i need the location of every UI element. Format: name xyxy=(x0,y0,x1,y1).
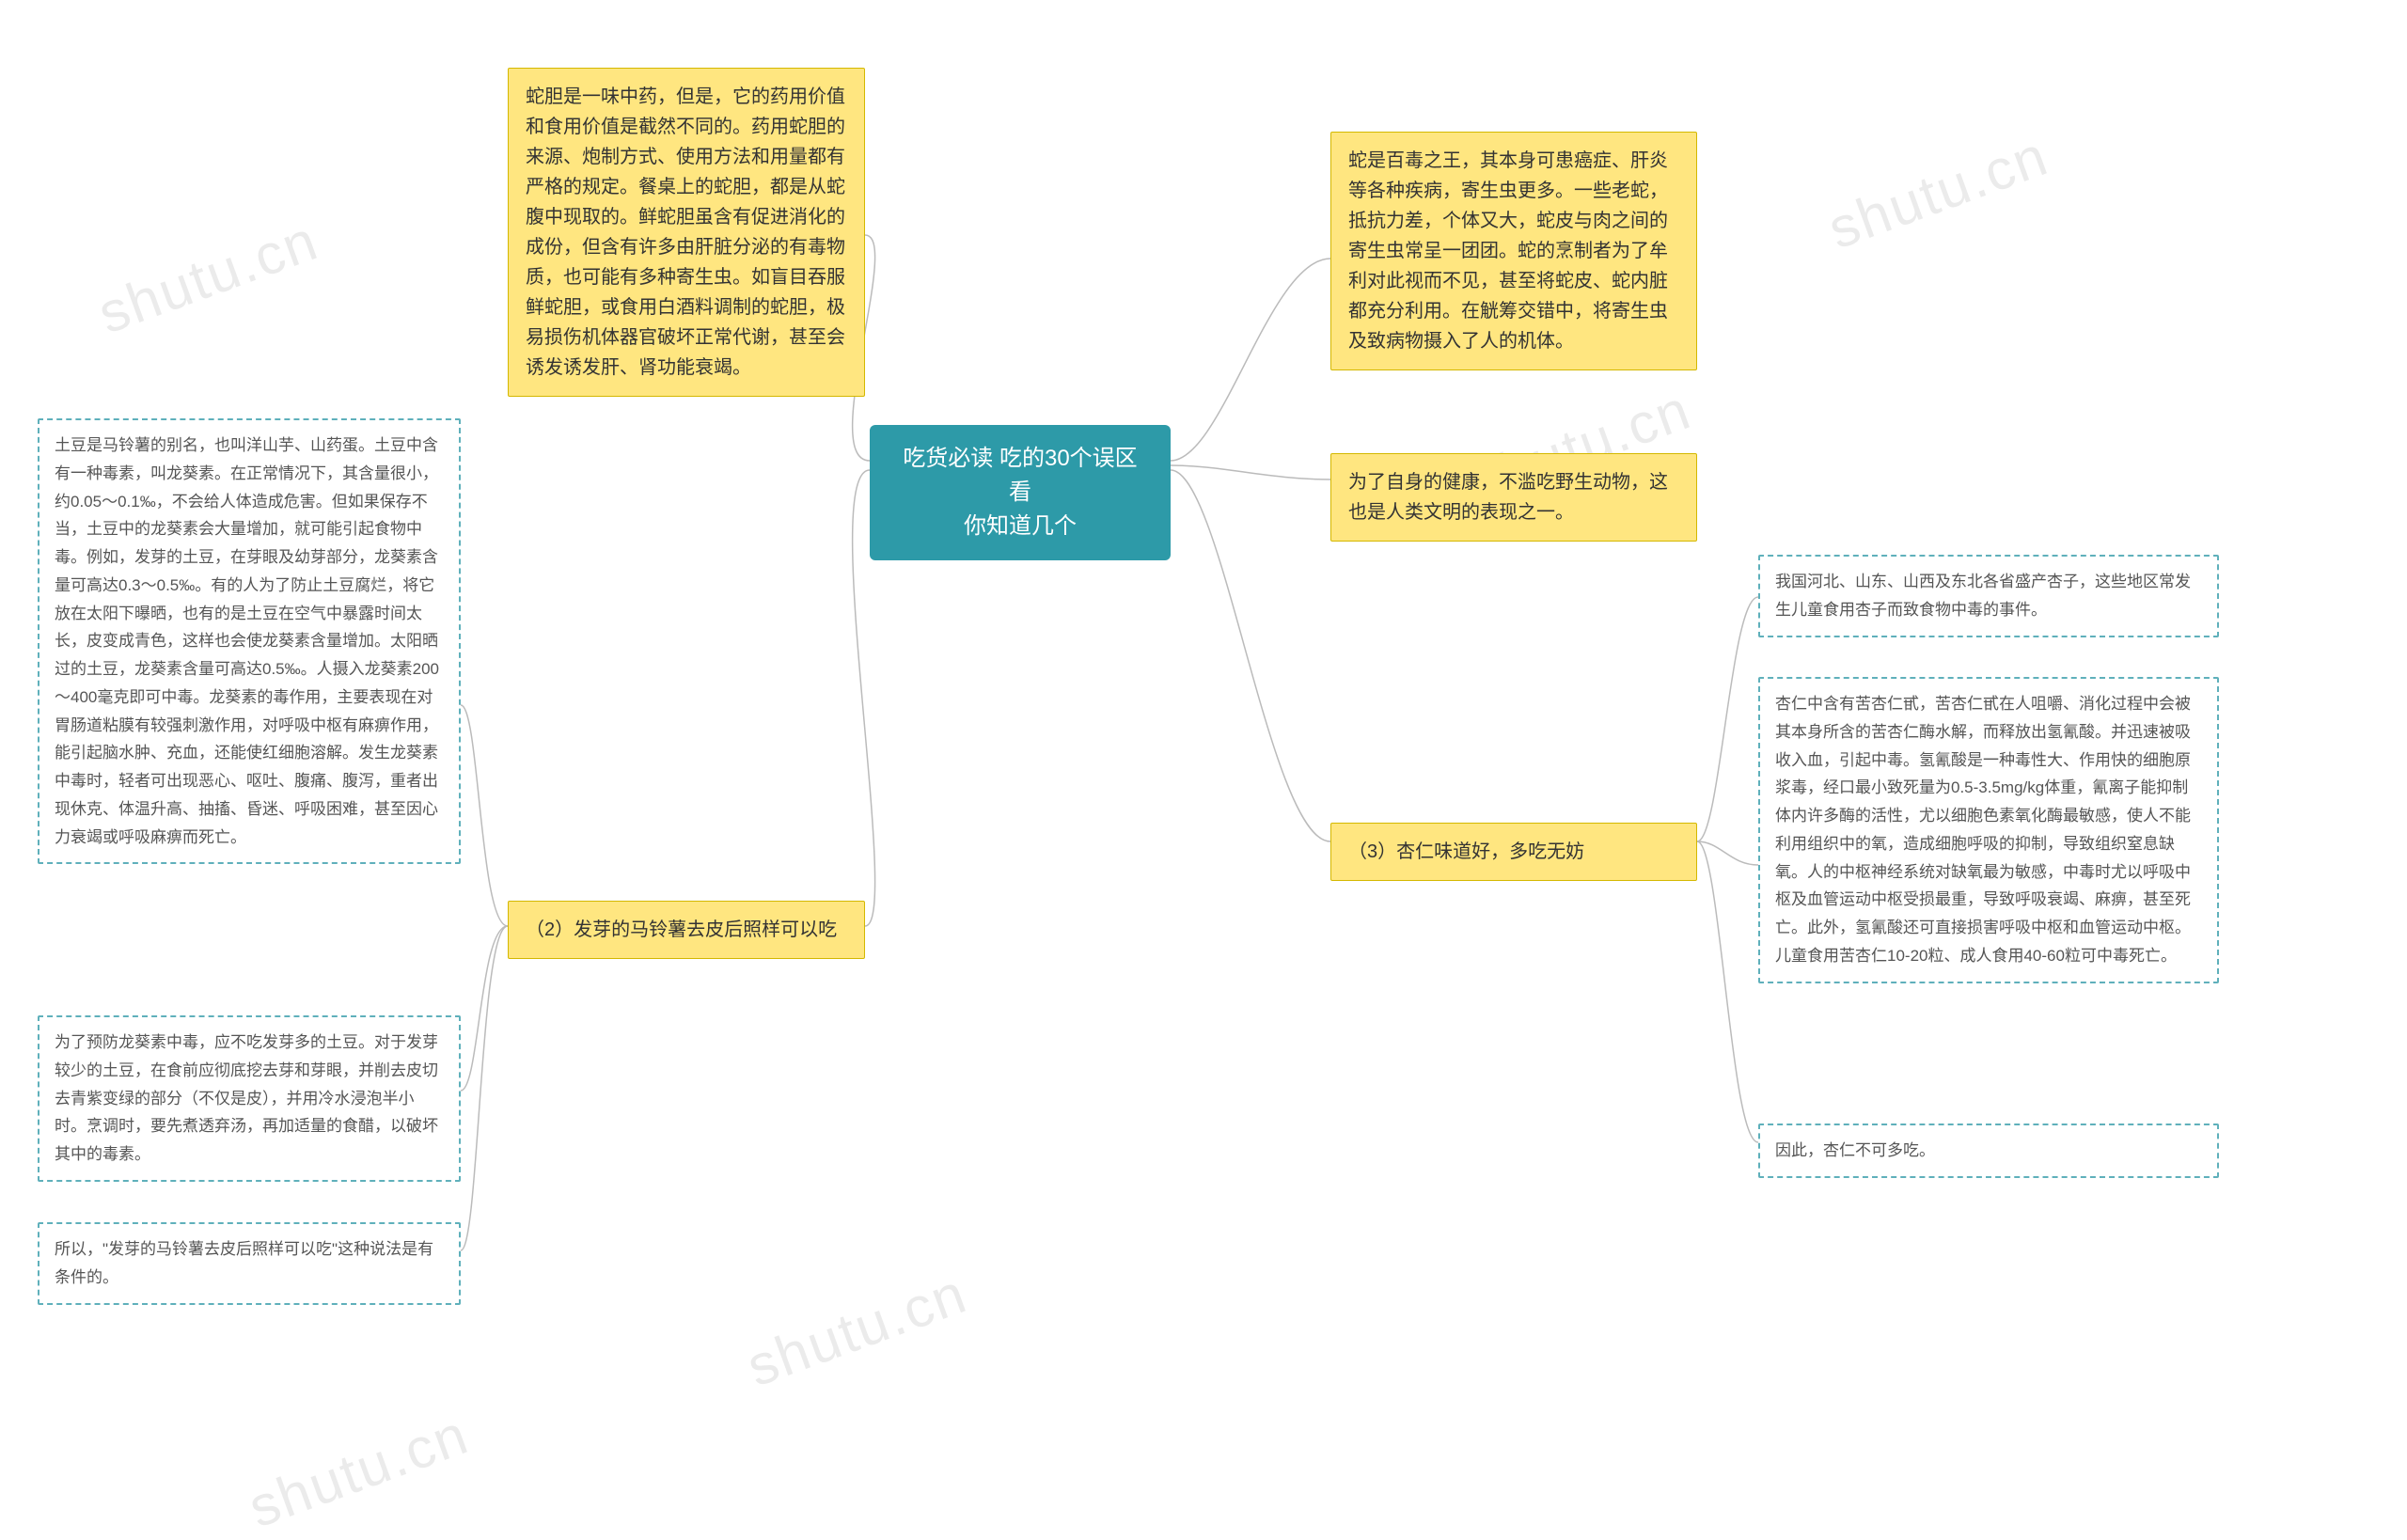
detail-text: 土豆是马铃薯的别名，也叫洋山芋、山药蛋。土豆中含有一种毒素，叫龙葵素。在正常情况… xyxy=(55,436,439,846)
root-title-line2: 你知道几个 xyxy=(894,510,1146,543)
detail-almond-1[interactable]: 我国河北、山东、山西及东北各省盛产杏子，这些地区常发生儿童食用杏子而致食物中毒的… xyxy=(1758,555,2219,637)
detail-text: 所以，"发芽的马铃薯去皮后照样可以吃"这种说法是有条件的。 xyxy=(55,1240,433,1286)
topic-text: 蛇是百毒之王，其本身可患癌症、肝炎等各种疾病，寄生虫更多。一些老蛇，抵抗力差，个… xyxy=(1348,150,1668,352)
watermark: shutu.cn xyxy=(739,1261,976,1400)
topic-potato[interactable]: （2）发芽的马铃薯去皮后照样可以吃 xyxy=(508,901,865,959)
topic-almond[interactable]: （3）杏仁味道好，多吃无妨 xyxy=(1330,823,1697,881)
watermark: shutu.cn xyxy=(1820,123,2057,262)
topic-text: 蛇胆是一味中药，但是，它的药用价值和食用价值是截然不同的。药用蛇胆的来源、炮制方… xyxy=(526,86,845,378)
detail-almond-2[interactable]: 杏仁中含有苦杏仁甙，苦杏仁甙在人咀嚼、消化过程中会被其本身所含的苦杏仁酶水解，而… xyxy=(1758,677,2219,983)
detail-text: 为了预防龙葵素中毒，应不吃发芽多的土豆。对于发芽较少的土豆，在食前应彻底挖去芽和… xyxy=(55,1033,438,1163)
topic-snake-bile[interactable]: 蛇胆是一味中药，但是，它的药用价值和食用价值是截然不同的。药用蛇胆的来源、炮制方… xyxy=(508,68,865,397)
detail-text: 因此，杏仁不可多吃。 xyxy=(1775,1141,1935,1159)
topic-text: （2）发芽的马铃薯去皮后照样可以吃 xyxy=(526,919,837,940)
topic-text: （3）杏仁味道好，多吃无妨 xyxy=(1348,841,1584,862)
watermark: shutu.cn xyxy=(241,1402,478,1540)
detail-text: 杏仁中含有苦杏仁甙，苦杏仁甙在人咀嚼、消化过程中会被其本身所含的苦杏仁酶水解，而… xyxy=(1775,695,2191,965)
detail-almond-3[interactable]: 因此，杏仁不可多吃。 xyxy=(1758,1124,2219,1178)
watermark: shutu.cn xyxy=(90,208,327,347)
topic-text: 为了自身的健康，不滥吃野生动物，这也是人类文明的表现之一。 xyxy=(1348,472,1668,523)
detail-potato-3[interactable]: 所以，"发芽的马铃薯去皮后照样可以吃"这种说法是有条件的。 xyxy=(38,1222,461,1305)
detail-potato-2[interactable]: 为了预防龙葵素中毒，应不吃发芽多的土豆。对于发芽较少的土豆，在食前应彻底挖去芽和… xyxy=(38,1015,461,1182)
root-title-line1: 吃货必读 吃的30个误区看 xyxy=(894,442,1146,510)
detail-text: 我国河北、山东、山西及东北各省盛产杏子，这些地区常发生儿童食用杏子而致食物中毒的… xyxy=(1775,573,2191,619)
mindmap-root[interactable]: 吃货必读 吃的30个误区看 你知道几个 xyxy=(870,425,1171,560)
topic-wildlife[interactable]: 为了自身的健康，不滥吃野生动物，这也是人类文明的表现之一。 xyxy=(1330,453,1697,542)
detail-potato-1[interactable]: 土豆是马铃薯的别名，也叫洋山芋、山药蛋。土豆中含有一种毒素，叫龙葵素。在正常情况… xyxy=(38,418,461,864)
topic-snake-poison[interactable]: 蛇是百毒之王，其本身可患癌症、肝炎等各种疾病，寄生虫更多。一些老蛇，抵抗力差，个… xyxy=(1330,132,1697,370)
